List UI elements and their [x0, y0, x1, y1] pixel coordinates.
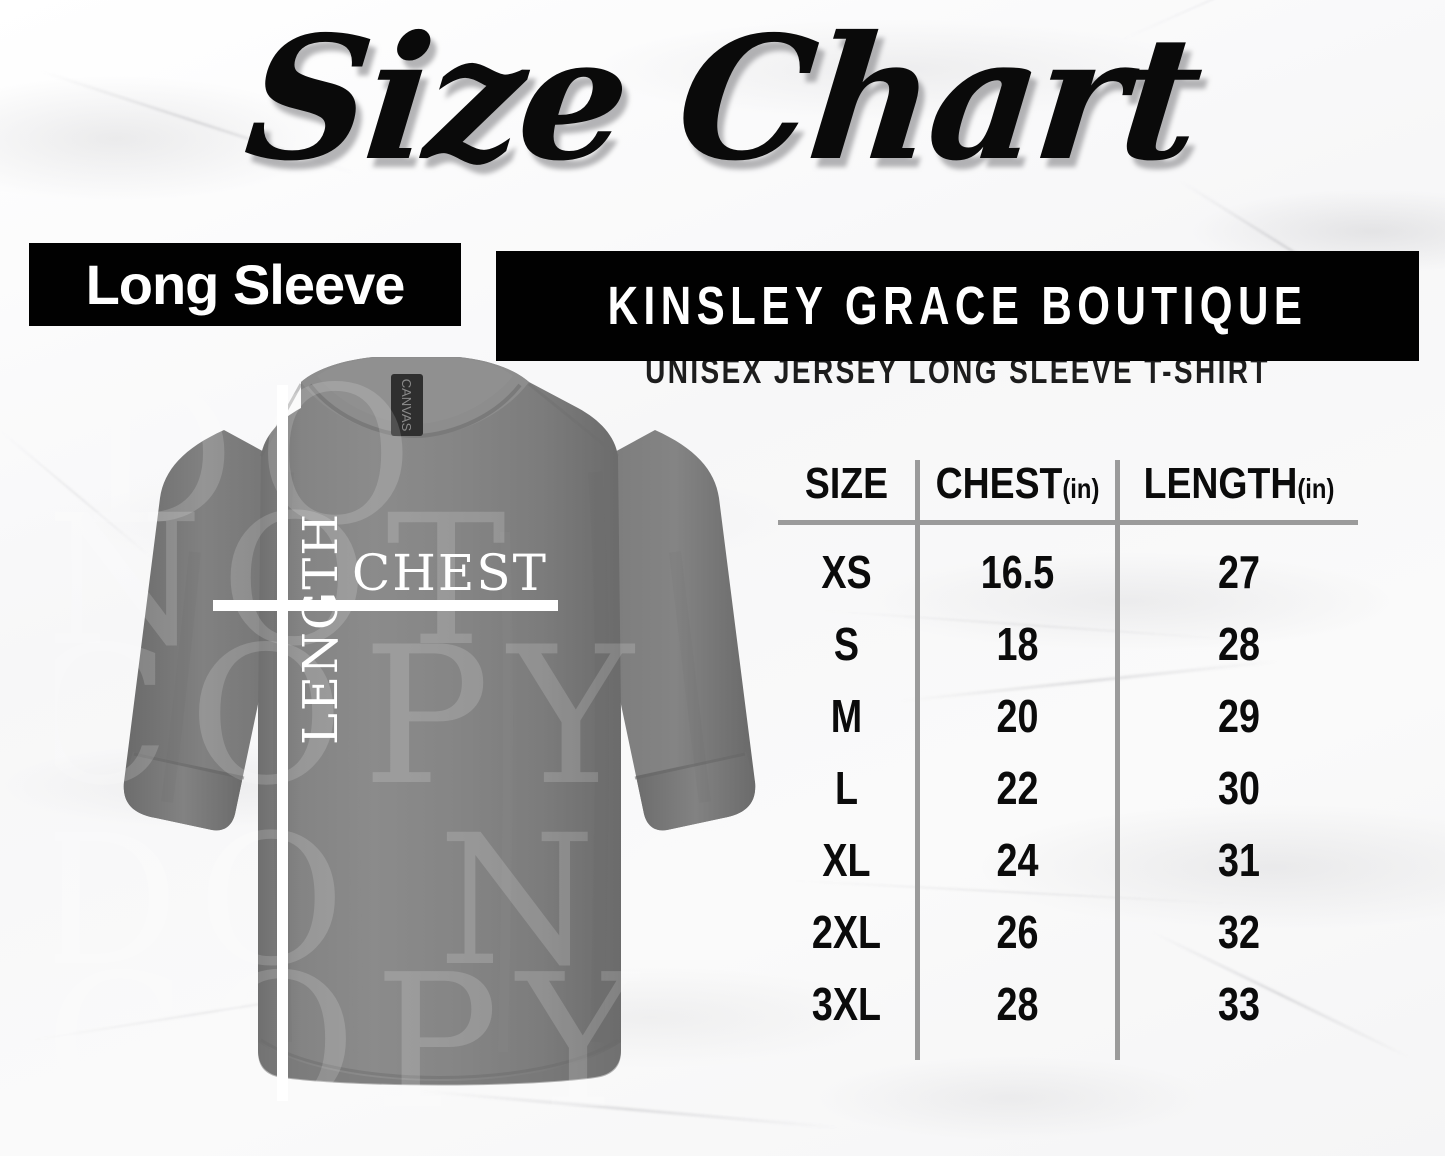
table-header-rule	[778, 520, 1358, 525]
table-cell-chest: 24	[996, 834, 1039, 886]
page-title: Size Chart	[237, 0, 1208, 199]
chest-measure-label: CHEST	[352, 544, 548, 602]
table-cell-length: 30	[1218, 762, 1260, 814]
table-cell-size: S	[833, 618, 860, 670]
size-table: SIZE XS S M L XL 2XL 3XL CHEST(in) 16.5 …	[778, 458, 1358, 1068]
shirt-left-sleeve	[123, 430, 301, 831]
table-column-divider	[915, 460, 920, 1060]
table-cell-size: L	[834, 762, 859, 814]
garment-type-badge: Long Sleeve	[29, 243, 461, 326]
table-cell-length: 33	[1218, 978, 1260, 1030]
table-cell-length: 27	[1218, 546, 1260, 598]
shirt-body	[258, 357, 621, 1085]
table-cell-length: 32	[1218, 906, 1260, 958]
table-cell-chest: 22	[996, 762, 1039, 814]
table-cell-chest: 16.5	[980, 546, 1055, 598]
table-column-divider	[1115, 460, 1120, 1060]
table-cell-size: XS	[821, 546, 872, 598]
size-cells: XS S M L XL 2XL 3XL	[778, 536, 915, 1040]
shirt-hem-stitch	[260, 1038, 619, 1079]
shirt-left-cuff-seam	[133, 752, 245, 780]
shirt-illustration: CANVAS	[55, 352, 775, 1142]
shirt-right-sleeve	[578, 430, 756, 831]
chest-cells: 16.5 18 20 22 24 26 28	[920, 536, 1115, 1040]
chest-guide-line	[213, 600, 558, 611]
table-cell-length: 29	[1218, 690, 1260, 742]
shirt-right-shoulder-seam	[528, 382, 619, 458]
table-cell-chest: 20	[996, 690, 1039, 742]
table-cell-length: 28	[1218, 618, 1260, 670]
brand-name-label: KINSLEY GRACE BOUTIQUE	[607, 276, 1308, 336]
length-cells: 27 28 29 30 31 32 33	[1120, 536, 1358, 1040]
length-guide-line	[277, 385, 288, 1101]
table-cell-chest: 26	[996, 906, 1039, 958]
shirt-hem	[258, 1042, 621, 1086]
brand-banner: KINSLEY GRACE BOUTIQUE	[496, 251, 1419, 361]
neck-tag-brand: CANVAS	[399, 379, 414, 432]
table-cell-size: 3XL	[811, 978, 882, 1030]
shirt-right-cuff-seam	[634, 752, 746, 780]
neck-tag	[391, 374, 423, 436]
column-header-length: LENGTH(in)	[1143, 459, 1335, 508]
table-cell-chest: 28	[996, 978, 1039, 1030]
garment-type-label: Long Sleeve	[85, 252, 406, 316]
table-cell-size: 2XL	[811, 906, 882, 958]
table-column-chest: CHEST(in) 16.5 18 20 22 24 26 28	[920, 458, 1115, 1030]
table-cell-length: 31	[1218, 834, 1260, 886]
table-column-size: SIZE XS S M L XL 2XL 3XL	[778, 458, 915, 1030]
column-header-chest: CHEST(in)	[935, 459, 1100, 508]
length-measure-label: LENGTH	[293, 511, 349, 745]
table-column-length: LENGTH(in) 27 28 29 30 31 32 33	[1120, 458, 1358, 1030]
shirt-svg: CANVAS	[123, 357, 756, 1086]
table-cell-size: M	[830, 690, 863, 742]
table-cell-chest: 18	[996, 618, 1039, 670]
column-header-size: SIZE	[804, 459, 889, 508]
table-cell-size: XL	[822, 834, 871, 886]
